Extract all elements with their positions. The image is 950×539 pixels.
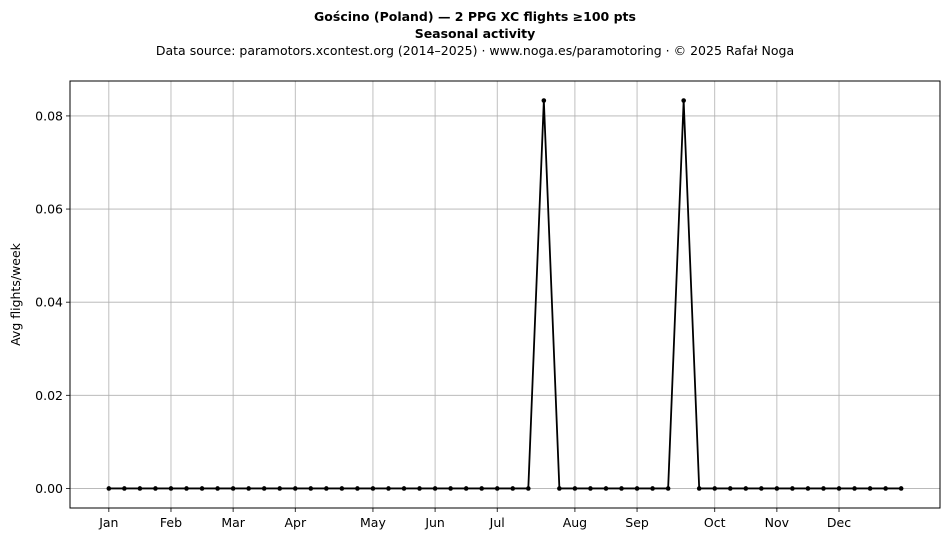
x-tick-label: Oct: [704, 515, 726, 530]
data-point: [479, 486, 484, 491]
data-point: [510, 486, 516, 491]
data-point: [619, 486, 624, 491]
data-point: [557, 486, 562, 491]
data-point: [743, 486, 749, 491]
series-line: [108, 99, 902, 490]
data-point: [168, 486, 174, 491]
chart-title: Gościno (Poland) — 2 PPG XC flights ≥100…: [314, 9, 636, 24]
data-point: [696, 486, 702, 491]
x-tick-label: Jun: [424, 515, 445, 530]
data-point: [432, 486, 438, 491]
data-point: [588, 486, 593, 491]
chart-subtitle: Seasonal activity: [414, 26, 536, 41]
x-tick-label: Jul: [489, 515, 505, 530]
x-tick-label: Dec: [827, 515, 851, 530]
data-point: [526, 486, 531, 491]
data-point: [184, 486, 189, 491]
data-point: [355, 486, 360, 491]
data-point: [634, 486, 640, 491]
x-tick-label: Nov: [765, 515, 790, 530]
data-point: [603, 486, 609, 491]
data-point: [370, 486, 376, 491]
data-point: [417, 486, 422, 491]
y-tick-label: 0.02: [35, 388, 63, 403]
data-point: [339, 486, 345, 491]
data-point: [867, 486, 873, 491]
data-point: [246, 486, 251, 491]
data-point: [448, 486, 453, 491]
x-tick-label: Mar: [221, 515, 245, 530]
y-tick-label: 0.04: [35, 295, 63, 310]
y-tick-label: 0.00: [35, 481, 63, 496]
data-point: [292, 486, 298, 491]
data-point: [821, 486, 826, 491]
data-point: [665, 486, 671, 491]
y-tick-label: 0.08: [35, 108, 63, 123]
data-point: [898, 486, 904, 491]
data-point: [463, 486, 469, 491]
data-point: [106, 486, 112, 491]
data-point: [572, 486, 578, 491]
data-point: [883, 486, 888, 491]
plot-frame: [69, 80, 941, 509]
data-point: [386, 486, 391, 491]
data-point: [261, 486, 267, 491]
source-line: Data source: paramotors.xcontest.org (20…: [155, 43, 795, 58]
data-point: [324, 486, 329, 491]
data-point: [199, 486, 205, 491]
data-point: [805, 486, 811, 491]
data-point: [308, 486, 314, 491]
data-point: [790, 486, 795, 491]
data-point: [153, 486, 158, 491]
x-tick-label: Aug: [563, 515, 587, 530]
title-block: Gościno (Poland) — 2 PPG XC flights ≥100…: [0, 8, 950, 59]
data-point: [836, 486, 842, 491]
data-point: [541, 98, 547, 103]
data-point: [122, 486, 127, 491]
x-tick-label: Sep: [625, 515, 649, 530]
y-axis-label: Avg flights/week: [8, 242, 23, 346]
data-point: [727, 486, 733, 491]
data-point: [494, 486, 500, 491]
x-tick-label: May: [360, 515, 386, 530]
x-tick-label: Feb: [160, 515, 182, 530]
x-tick-label: Apr: [284, 515, 306, 530]
data-point: [774, 486, 780, 491]
data-point: [277, 486, 283, 491]
data-point: [137, 486, 143, 491]
data-point: [712, 486, 718, 491]
data-point: [401, 486, 407, 491]
data-point: [650, 486, 655, 491]
data-point: [230, 486, 236, 491]
y-tick-label: 0.06: [35, 202, 63, 217]
data-point: [681, 98, 686, 103]
data-point: [759, 486, 764, 491]
data-point: [852, 486, 857, 491]
data-point: [215, 486, 220, 491]
x-tick-label: Jan: [98, 515, 118, 530]
